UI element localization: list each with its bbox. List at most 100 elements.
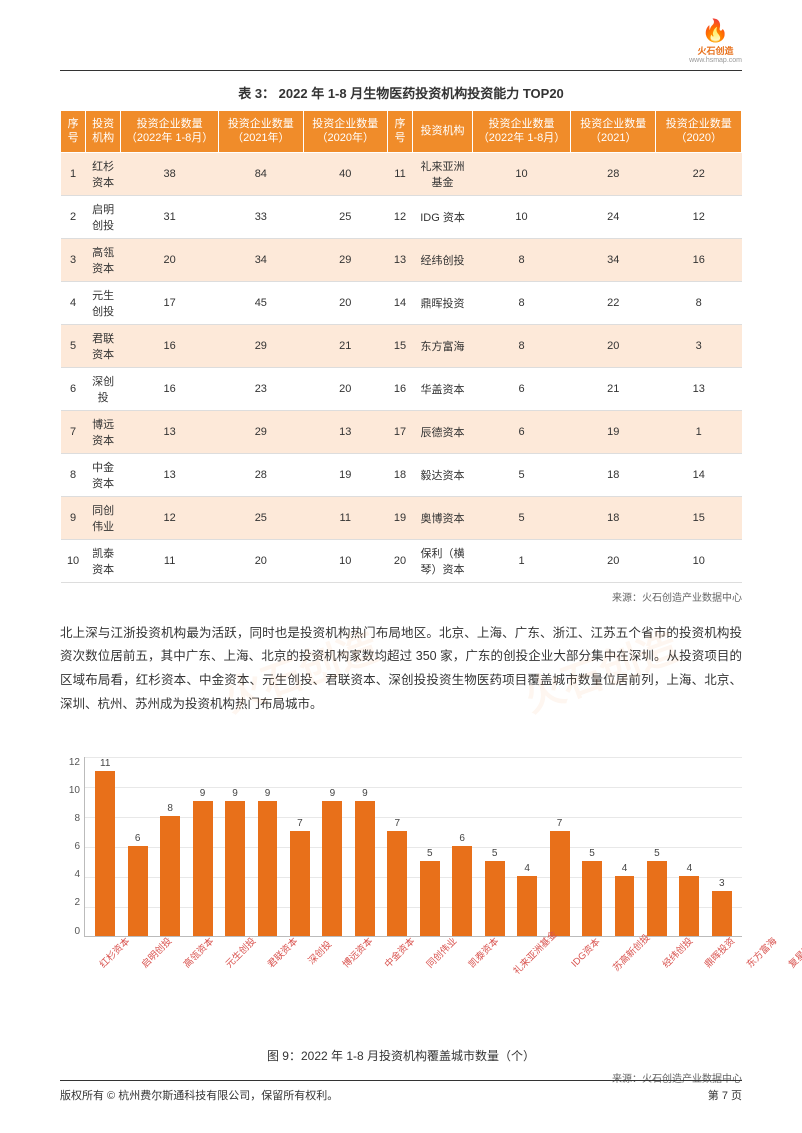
table-cell: 经纬创投 xyxy=(413,238,473,281)
table-cell: 19 xyxy=(387,496,412,539)
y-tick: 2 xyxy=(60,897,80,908)
bar-value-label: 5 xyxy=(427,848,433,859)
header-rule xyxy=(60,70,742,71)
table-cell: 17 xyxy=(121,281,219,324)
bar xyxy=(647,861,667,936)
table-cell: 19 xyxy=(303,453,387,496)
table-cell: 启明创投 xyxy=(86,195,121,238)
x-tick-label: 中金资本 xyxy=(380,933,417,970)
page-number: 第 7 页 xyxy=(708,1087,742,1103)
table-cell: 7 xyxy=(61,410,86,453)
table-cell: 10 xyxy=(303,539,387,582)
table-cell: 23 xyxy=(219,367,303,410)
table-cell: 13 xyxy=(656,367,742,410)
table-cell: 20 xyxy=(121,238,219,281)
x-tick-label: 启明创投 xyxy=(138,933,175,970)
table-cell: 18 xyxy=(571,496,656,539)
bar-group: 9 xyxy=(221,801,249,936)
bar-value-label: 5 xyxy=(589,848,595,859)
bar-group: 9 xyxy=(318,801,346,936)
flame-icon: 🔥 xyxy=(689,20,742,42)
bar-group: 7 xyxy=(383,831,411,936)
bar-value-label: 9 xyxy=(330,788,336,799)
table-title-prefix: 表 3： xyxy=(238,86,275,101)
bar xyxy=(420,861,440,936)
table-cell: 13 xyxy=(121,410,219,453)
x-tick-label: 鼎晖投资 xyxy=(701,933,738,970)
table-cell: 21 xyxy=(303,324,387,367)
bar xyxy=(290,831,310,936)
table-cell: 40 xyxy=(303,152,387,195)
table-cell: 20 xyxy=(219,539,303,582)
column-header: 投资企业数量（2022年 1-8月） xyxy=(121,111,219,153)
table-cell: 东方富海 xyxy=(413,324,473,367)
x-tick-label: 红杉资本 xyxy=(96,933,133,970)
table-cell: 13 xyxy=(387,238,412,281)
bar-value-label: 7 xyxy=(557,818,563,829)
table-cell: 博远资本 xyxy=(86,410,121,453)
bar-value-label: 4 xyxy=(524,863,530,874)
table-cell: 17 xyxy=(387,410,412,453)
x-tick-label: 凯泰资本 xyxy=(464,933,501,970)
table-cell: 24 xyxy=(571,195,656,238)
body-paragraph: 北上深与江浙投资机构最为活跃，同时也是投资机构热门布局地区。北京、上海、广东、浙… xyxy=(60,622,742,717)
table-cell: 10 xyxy=(473,152,571,195)
bar-group: 4 xyxy=(513,876,541,936)
table-cell: 12 xyxy=(387,195,412,238)
bar xyxy=(160,816,180,936)
table-source: 来源：火石创造产业数据中心 xyxy=(60,589,742,604)
bar-group: 7 xyxy=(545,831,573,936)
chart-caption-prefix: 图 9： xyxy=(267,1049,301,1063)
column-header: 投资机构 xyxy=(86,111,121,153)
bar-value-label: 9 xyxy=(362,788,368,799)
column-header: 投资机构 xyxy=(413,111,473,153)
table-cell: 14 xyxy=(656,453,742,496)
bar xyxy=(679,876,699,936)
bar-value-label: 7 xyxy=(297,818,303,829)
table-cell: 29 xyxy=(303,238,387,281)
bar-value-label: 4 xyxy=(622,863,628,874)
table-cell: 20 xyxy=(571,324,656,367)
table-cell: 红杉资本 xyxy=(86,152,121,195)
table-cell: 15 xyxy=(656,496,742,539)
x-tick-label: 复星医药 xyxy=(785,933,802,970)
table-cell: 20 xyxy=(387,539,412,582)
table-cell: 13 xyxy=(121,453,219,496)
bar-group: 9 xyxy=(253,801,281,936)
y-tick: 10 xyxy=(60,785,80,796)
x-tick-label: 经纬创投 xyxy=(659,933,696,970)
table-cell: 22 xyxy=(571,281,656,324)
table-row: 6深创投16232016华盖资本62113 xyxy=(61,367,742,410)
chart-plot-area: 116899979975654754543 xyxy=(84,757,742,937)
bar-group: 4 xyxy=(610,876,638,936)
bar-value-label: 5 xyxy=(492,848,498,859)
table-cell: 18 xyxy=(571,453,656,496)
table-cell: 高瓴资本 xyxy=(86,238,121,281)
table-cell: 华盖资本 xyxy=(413,367,473,410)
table-cell: 84 xyxy=(219,152,303,195)
table-cell: 鼎晖投资 xyxy=(413,281,473,324)
table-cell: 28 xyxy=(571,152,656,195)
table-cell: 同创伟业 xyxy=(86,496,121,539)
table-cell: 8 xyxy=(473,324,571,367)
table-cell: 8 xyxy=(473,238,571,281)
table-cell: 10 xyxy=(473,195,571,238)
bar-value-label: 6 xyxy=(459,833,465,844)
column-header: 序号 xyxy=(387,111,412,153)
bar xyxy=(128,846,148,936)
table-cell: 31 xyxy=(121,195,219,238)
x-tick-label: 元生创投 xyxy=(222,933,259,970)
y-tick: 4 xyxy=(60,869,80,880)
table-cell: 11 xyxy=(303,496,387,539)
table-cell: 6 xyxy=(473,367,571,410)
table-cell: 28 xyxy=(219,453,303,496)
table-row: 1红杉资本38844011礼来亚洲基金102822 xyxy=(61,152,742,195)
table-cell: 16 xyxy=(656,238,742,281)
bar-group: 6 xyxy=(123,846,151,936)
table-cell: 元生创投 xyxy=(86,281,121,324)
table-cell: 3 xyxy=(656,324,742,367)
table-cell: 9 xyxy=(61,496,86,539)
x-tick-label: IDG资本 xyxy=(567,934,602,969)
table-row: 4元生创投17452014鼎晖投资8228 xyxy=(61,281,742,324)
table-cell: 15 xyxy=(387,324,412,367)
